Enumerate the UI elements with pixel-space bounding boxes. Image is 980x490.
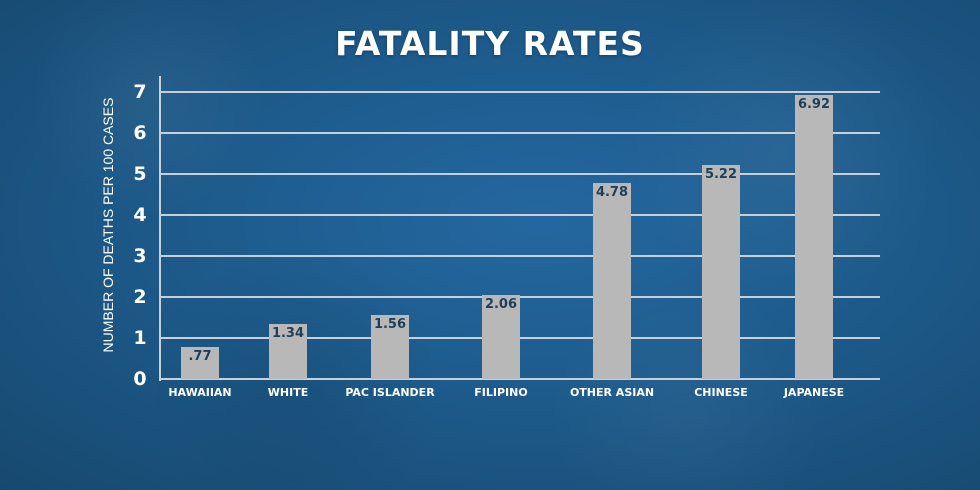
gridline	[160, 337, 880, 339]
bar-value-label: .77	[188, 349, 212, 365]
y-tick-label: 0	[133, 368, 147, 390]
x-tick-label: JAPANESE	[783, 386, 845, 399]
gridline	[160, 296, 880, 298]
gridline	[160, 91, 880, 93]
y-tick-label: 7	[133, 81, 147, 103]
bar-value-label: 1.34	[271, 326, 305, 342]
bar: 2.06	[482, 294, 520, 379]
bar: .77	[181, 347, 219, 379]
x-tick-label: HAWAIIAN	[168, 386, 232, 399]
y-axis-line	[159, 76, 161, 381]
x-tick-label: CHINESE	[694, 386, 748, 399]
bar: 4.78	[593, 183, 631, 379]
bar: 6.92	[795, 95, 833, 379]
x-tick-label: FILIPINO	[474, 386, 528, 399]
bar: 1.34	[269, 324, 307, 379]
x-tick-label: PAC ISLANDER	[345, 386, 435, 399]
bar-value-label: 4.78	[595, 185, 629, 201]
gridline	[160, 255, 880, 257]
bar-value-label: 1.56	[373, 317, 407, 333]
gridline	[160, 378, 880, 380]
bar: 5.22	[702, 164, 740, 379]
y-tick-label: 5	[133, 163, 147, 185]
y-axis-label: NUMBER OF DEATHS PER 100 CASES	[100, 97, 116, 353]
x-tick-label: WHITE	[267, 386, 309, 399]
bar-value-label: 5.22	[704, 166, 738, 182]
y-tick-label: 3	[133, 245, 147, 267]
bar-value-label: 2.06	[484, 296, 518, 312]
y-tick-label: 6	[133, 122, 147, 144]
gridline	[160, 132, 880, 134]
gridline	[160, 173, 880, 175]
y-tick-label: 2	[133, 286, 147, 308]
bar: 1.56	[371, 315, 409, 379]
y-tick-label: 4	[133, 204, 147, 226]
y-tick-label: 1	[133, 327, 147, 349]
chart-title: FATALITY RATES	[335, 24, 645, 63]
x-tick-label: OTHER ASIAN	[569, 386, 655, 399]
bar-value-label: 6.92	[797, 97, 831, 113]
gridline	[160, 214, 880, 216]
